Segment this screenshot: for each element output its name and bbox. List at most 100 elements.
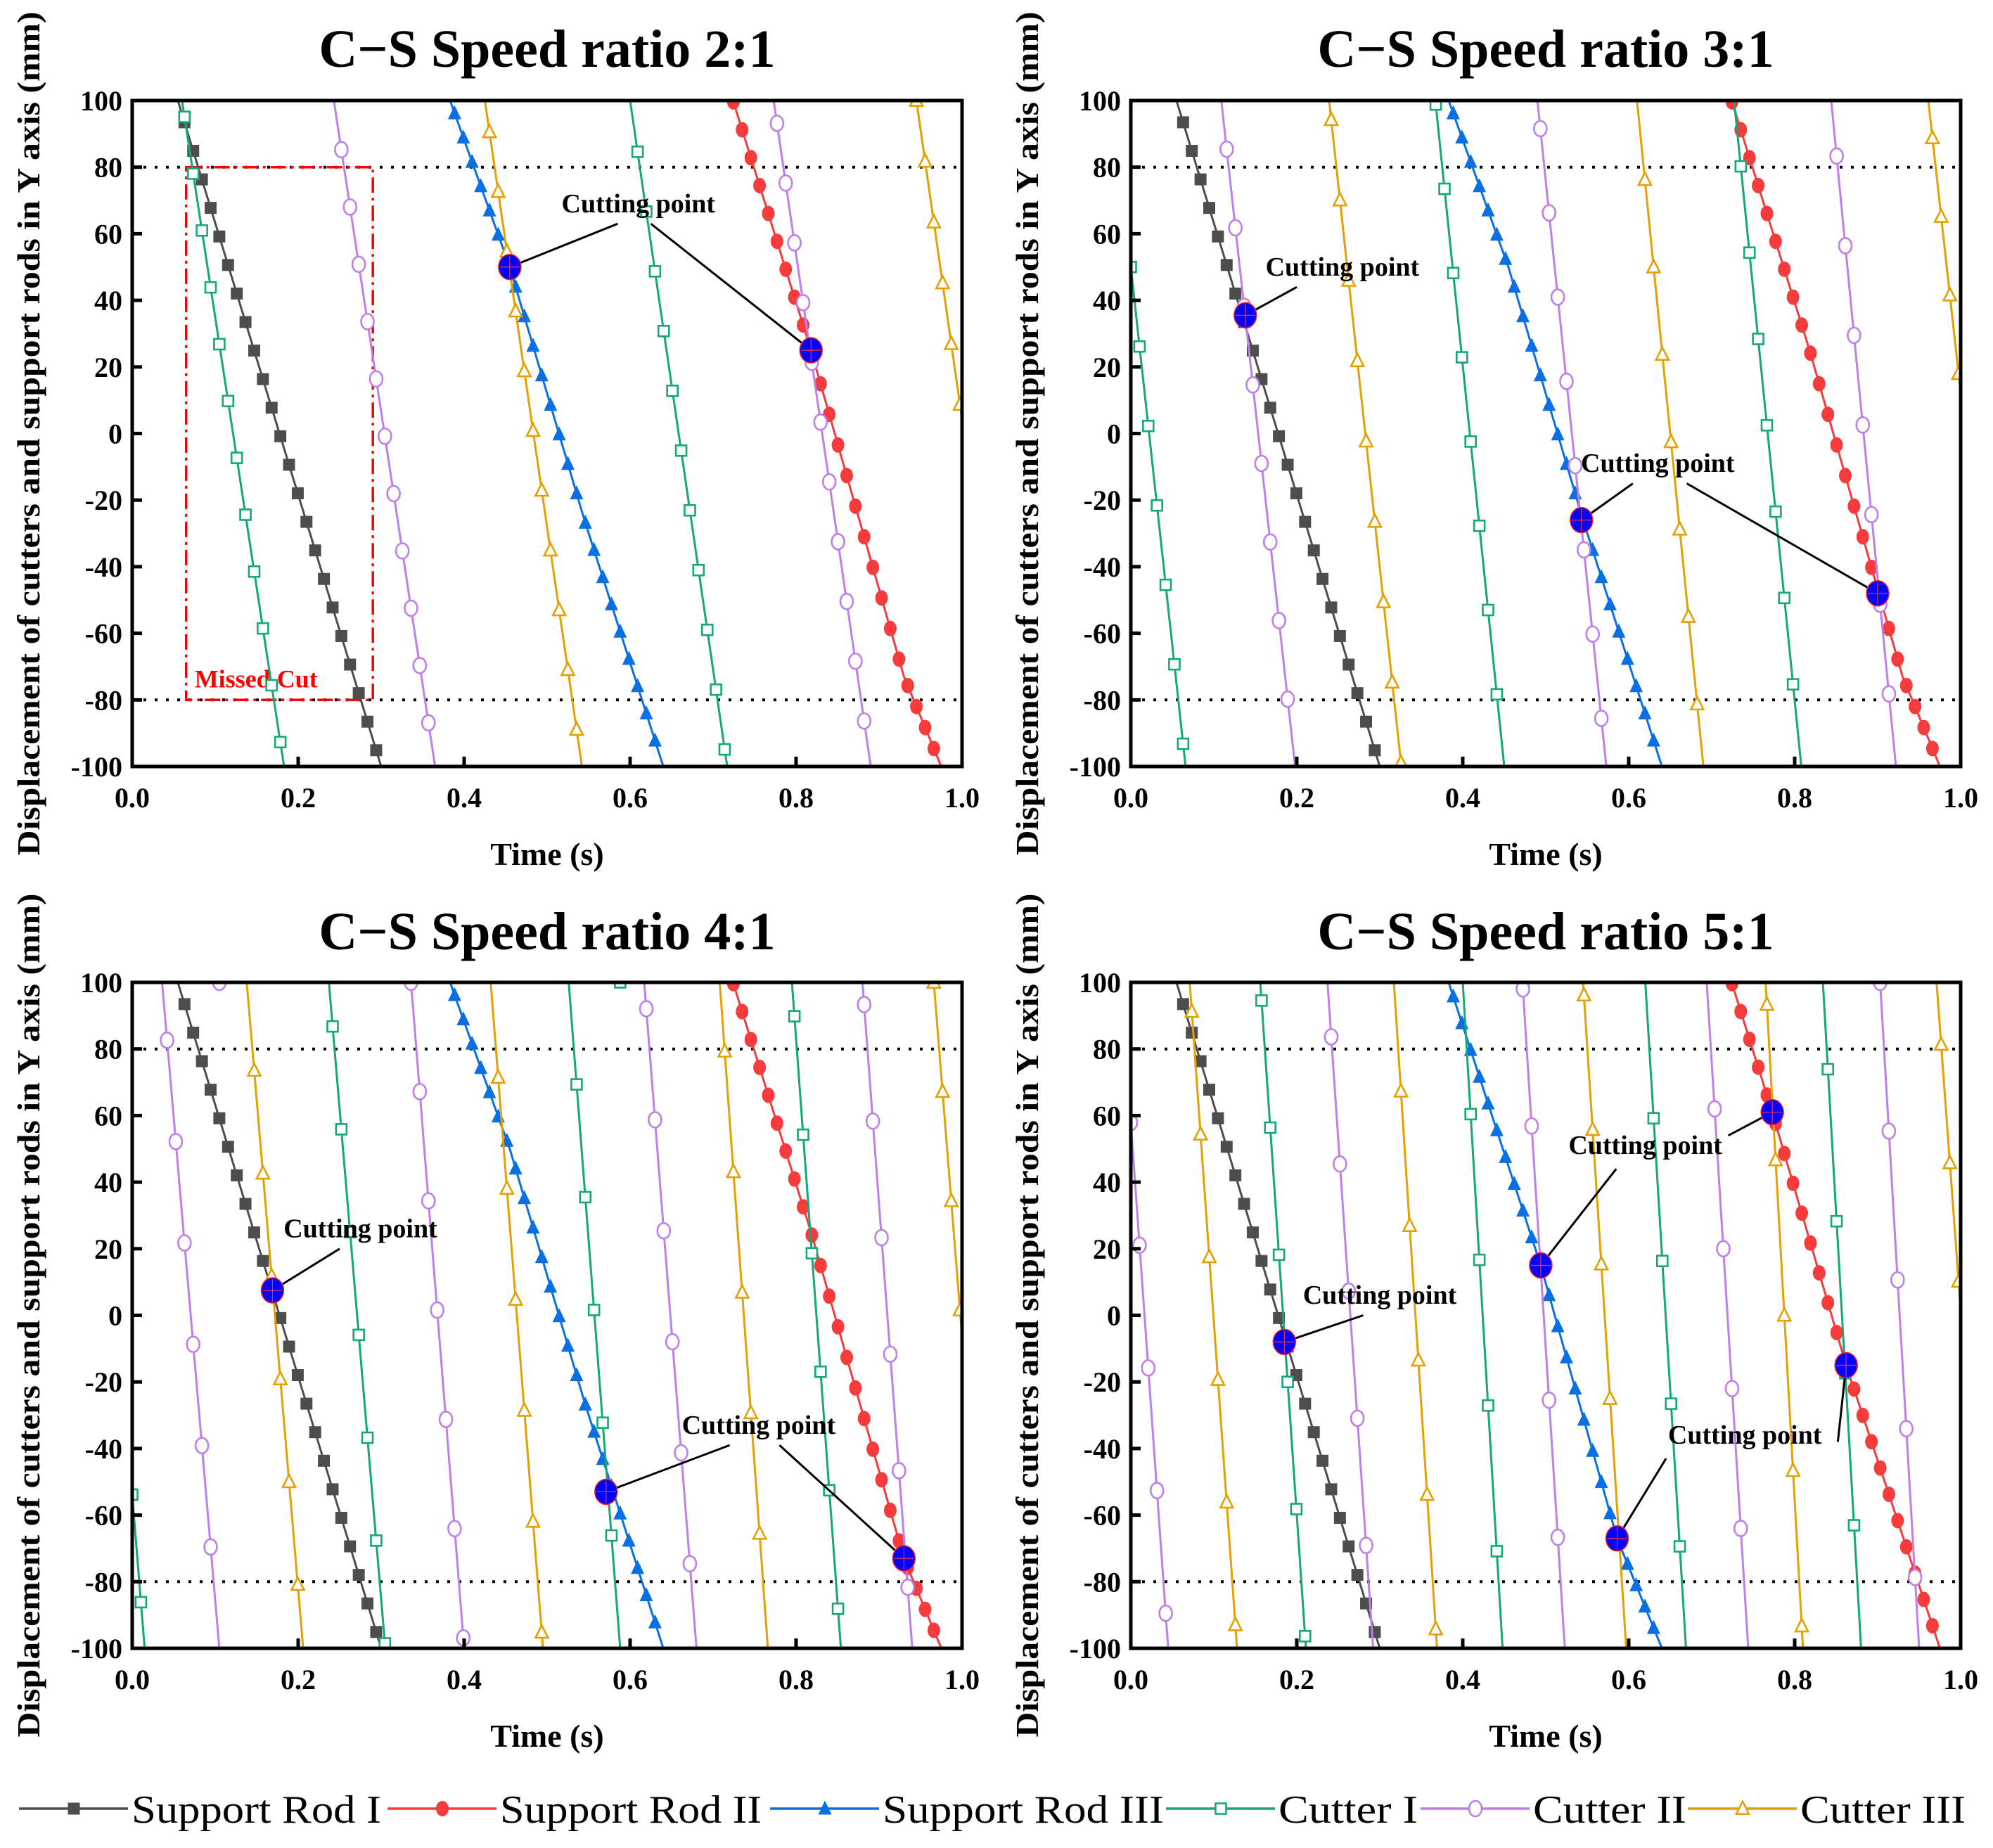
series-support-rod-iii <box>447 982 665 1648</box>
data-point <box>1177 998 1189 1010</box>
data-point <box>178 110 191 123</box>
data-point <box>857 712 872 730</box>
data-point <box>344 658 357 671</box>
series-line <box>1636 101 1705 766</box>
data-point <box>309 1426 321 1439</box>
data-point <box>1481 1095 1495 1110</box>
data-point <box>1316 572 1329 585</box>
data-point <box>1778 591 1791 605</box>
data-point <box>1141 419 1155 432</box>
data-point <box>1186 1027 1198 1039</box>
legend-marker <box>436 1801 449 1816</box>
data-point <box>474 1060 488 1074</box>
data-point <box>1629 678 1643 693</box>
data-point <box>1620 1555 1634 1570</box>
x-tick-label: 0.2 <box>281 1664 316 1695</box>
data-point <box>892 1533 906 1549</box>
data-point <box>927 1622 940 1638</box>
series-line <box>160 982 221 1648</box>
data-point <box>725 1162 742 1179</box>
data-point <box>1464 1108 1478 1121</box>
data-point <box>1212 230 1224 243</box>
cutting-point <box>1233 302 1257 329</box>
y-tick-label: -60 <box>1084 618 1121 650</box>
data-point <box>666 384 679 397</box>
data-point <box>1925 1617 1939 1634</box>
data-point <box>1463 153 1478 168</box>
data-point <box>222 259 234 271</box>
data-point <box>674 444 688 457</box>
data-point <box>935 1082 951 1098</box>
data-point <box>639 1000 654 1018</box>
x-tick-label: 1.0 <box>1943 782 1978 814</box>
data-point <box>1769 233 1782 250</box>
data-point <box>1917 719 1930 736</box>
data-point <box>762 1087 775 1103</box>
data-point <box>1899 1539 1913 1555</box>
data-point <box>814 1365 827 1378</box>
data-point <box>447 1520 462 1538</box>
data-point <box>787 234 802 252</box>
data-point <box>335 1123 348 1136</box>
data-point <box>1342 1540 1355 1553</box>
y-tick-label: -100 <box>1070 751 1121 783</box>
cutting-point <box>1866 580 1890 607</box>
data-point <box>1680 607 1697 623</box>
data-point <box>1149 1482 1165 1500</box>
data-point <box>596 1451 610 1465</box>
data-point <box>1636 170 1653 186</box>
data-point <box>1359 1536 1373 1554</box>
data-point <box>1856 529 1869 545</box>
data-point <box>274 736 287 749</box>
y-tick-label: -40 <box>1084 551 1121 583</box>
data-point <box>579 1191 592 1204</box>
data-point <box>239 1198 252 1210</box>
data-point <box>1864 506 1879 524</box>
data-point <box>989 641 1001 653</box>
chart-title: C−S Speed ratio 2:1 <box>319 20 775 79</box>
annotation-label: Cutting point <box>562 189 716 219</box>
data-point <box>1907 1568 1923 1586</box>
data-point <box>534 481 550 497</box>
data-point <box>1873 982 1888 992</box>
y-tick-label: -20 <box>1084 485 1121 516</box>
data-point <box>1490 688 1504 701</box>
x-tick-label: 0.0 <box>1113 1664 1148 1695</box>
data-point <box>1950 1272 1961 1288</box>
y-tick-label: -20 <box>85 1366 122 1398</box>
series-line <box>1461 982 1504 1648</box>
data-point <box>352 1569 365 1581</box>
x-tick-label: 0.2 <box>1279 1664 1314 1695</box>
data-point <box>1646 1619 1660 1634</box>
data-point <box>544 397 558 411</box>
data-point <box>1724 1380 1740 1397</box>
series-cutter-i <box>132 982 845 1648</box>
data-point <box>1778 261 1791 277</box>
annotation-label: Cutting point <box>1266 252 1420 282</box>
data-point <box>1847 1519 1861 1532</box>
data-point <box>370 744 383 757</box>
y-axis-label: Displacement of cutters and support rods… <box>11 894 46 1738</box>
data-point <box>779 1143 793 1159</box>
data-point <box>1542 204 1557 222</box>
y-tick-label: 100 <box>80 967 122 999</box>
data-point <box>971 519 984 532</box>
data-point <box>883 1345 898 1363</box>
data-point <box>518 308 532 323</box>
data-point <box>438 1411 454 1428</box>
x-tick-label: 0.6 <box>1611 1664 1646 1695</box>
data-point <box>248 1226 260 1239</box>
y-axis-label: Displacement of cutters and support rods… <box>1009 894 1045 1738</box>
data-point <box>456 1011 470 1026</box>
data-point <box>613 623 627 638</box>
data-point <box>648 1111 662 1129</box>
data-point <box>212 982 227 992</box>
x-tick-label: 0.8 <box>778 1664 814 1695</box>
cutting-point <box>260 1277 285 1304</box>
y-tick-label: 20 <box>94 352 122 383</box>
data-point <box>1663 432 1679 449</box>
legend-item-cutter-ii: Cutter II <box>1421 1788 1686 1832</box>
legend-label: Support Rod II <box>500 1788 762 1832</box>
data-point <box>1254 454 1269 473</box>
data-point <box>743 1404 759 1420</box>
